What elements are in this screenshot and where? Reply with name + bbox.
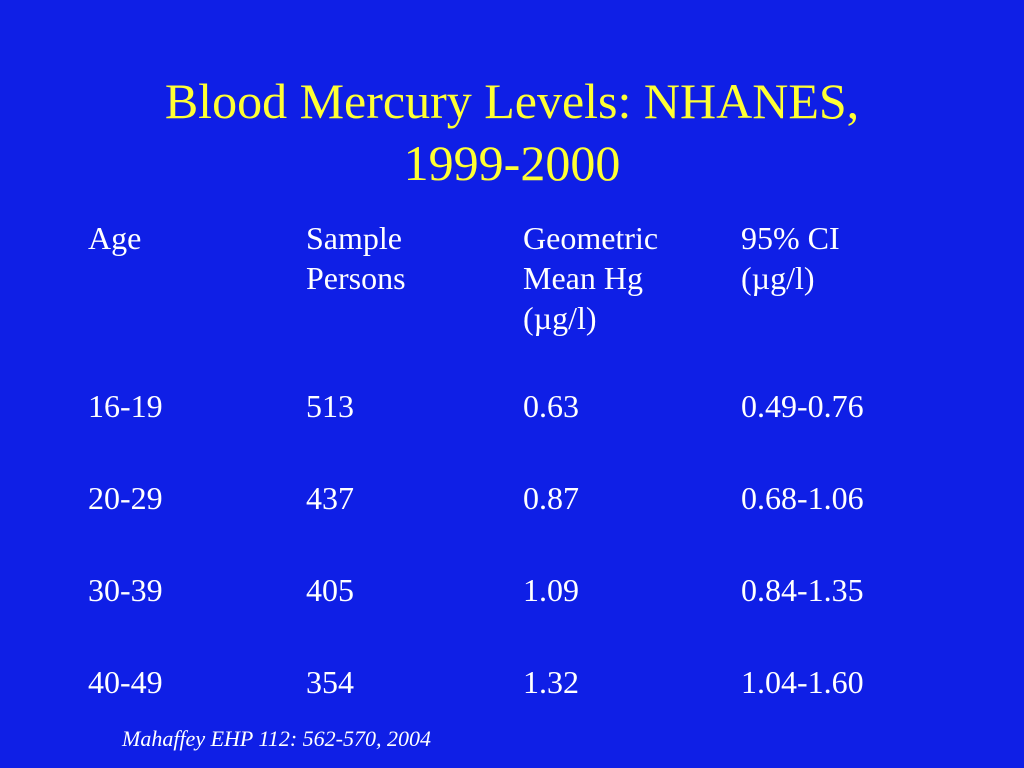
cell-age: 40-49 xyxy=(88,664,163,700)
title-line-2: 1999-2000 xyxy=(403,135,621,191)
mercury-table: Age Sample Persons Geometric Mean Hg (µg… xyxy=(88,218,948,754)
header-sample-line-1: Sample xyxy=(306,220,402,256)
title-line-1: Blood Mercury Levels: NHANES, xyxy=(164,73,860,129)
table-row: 16-19 513 0.63 0.49-0.76 xyxy=(88,386,948,478)
cell-ci: 0.68-1.06 xyxy=(741,480,864,516)
table-row: 20-29 437 0.87 0.68-1.06 xyxy=(88,478,948,570)
header-ci-line-1: 95% CI xyxy=(741,220,840,256)
table-row: 30-39 405 1.09 0.84-1.35 xyxy=(88,570,948,662)
header-sample-line-2: Persons xyxy=(306,260,406,296)
cell-sample: 513 xyxy=(306,388,354,424)
header-ci-line-2: (µg/l) xyxy=(741,260,815,296)
cell-mean: 1.32 xyxy=(523,664,579,700)
cell-mean: 1.09 xyxy=(523,572,579,608)
header-sample-persons: Sample Persons xyxy=(306,218,523,386)
header-geo-line-1: Geometric xyxy=(523,220,659,256)
cell-sample: 437 xyxy=(306,480,354,516)
cell-sample: 405 xyxy=(306,572,354,608)
table-row: 40-49 354 1.32 1.04-1.60 xyxy=(88,662,948,754)
cell-age: 30-39 xyxy=(88,572,163,608)
cell-mean: 0.87 xyxy=(523,480,579,516)
cell-age: 20-29 xyxy=(88,480,163,516)
header-geo-line-2: Mean Hg xyxy=(523,260,643,296)
cell-ci: 0.84-1.35 xyxy=(741,572,864,608)
header-age-line: Age xyxy=(88,220,142,256)
slide-title: Blood Mercury Levels: NHANES, 1999-2000 xyxy=(0,70,1024,194)
header-geo-line-3: (µg/l) xyxy=(523,300,597,336)
cell-mean: 0.63 xyxy=(523,388,579,424)
cell-ci: 0.49-0.76 xyxy=(741,388,864,424)
header-geometric-mean: Geometric Mean Hg (µg/l) xyxy=(523,218,741,386)
cell-ci: 1.04-1.60 xyxy=(741,664,864,700)
header-ci: 95% CI (µg/l) xyxy=(741,218,941,386)
cell-sample: 354 xyxy=(306,664,354,700)
citation: Mahaffey EHP 112: 562-570, 2004 xyxy=(122,726,431,751)
cell-age: 16-19 xyxy=(88,388,163,424)
table-header-row: Age Sample Persons Geometric Mean Hg (µg… xyxy=(88,218,948,386)
header-age: Age xyxy=(88,218,306,386)
